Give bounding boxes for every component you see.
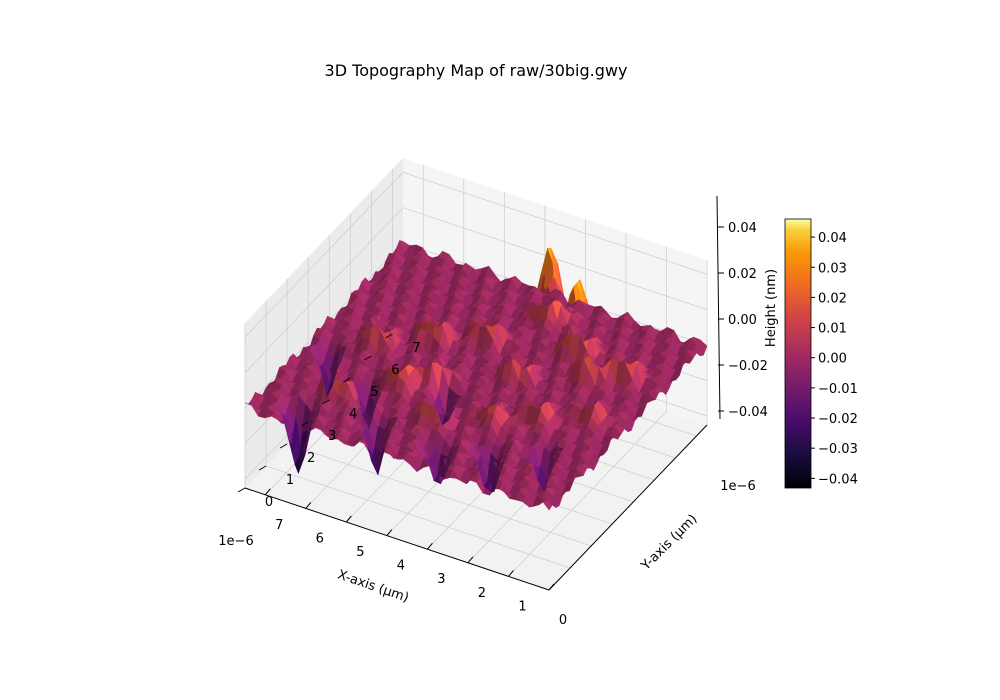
- y-tick-mark: [258, 465, 267, 471]
- z-tick-label: 0.04: [728, 221, 757, 236]
- y-tick-mark: [322, 399, 330, 405]
- y-axis-line: [548, 424, 708, 591]
- z-tick-label: 0.00: [728, 313, 757, 328]
- surface-patch: [696, 339, 708, 356]
- z-axis-line: [716, 195, 721, 420]
- colorbar-tick-label: −0.04: [818, 472, 858, 487]
- y-tick-label: 5: [370, 385, 378, 400]
- z-axis-label: Height (nm): [764, 269, 779, 347]
- y-tick-mark: [343, 377, 351, 383]
- x-tick-mark: [427, 542, 433, 550]
- colorbar-ticks: −0.04 −0.03 −0.02 −0.01 0.00 0.01 0.02 0.03 0.04: [811, 231, 858, 487]
- x-axis-line: [244, 487, 550, 591]
- colorbar-tick-label: 0.00: [818, 352, 847, 367]
- colorbar-tick-label: 0.03: [818, 261, 847, 276]
- y-offset-text: 1e−6: [720, 479, 755, 494]
- y-tick-label: 7: [412, 341, 420, 356]
- grid-line-z: [244, 171, 708, 338]
- x-tick-label: 6: [316, 531, 324, 546]
- x-tick-label: 7: [275, 518, 283, 533]
- y-tick-mark: [385, 333, 393, 339]
- z-tick-label: −0.02: [728, 359, 768, 374]
- x-tick-mark: [548, 583, 555, 591]
- x-tick-label: 0: [559, 613, 567, 628]
- y-tick-label: 6: [391, 363, 399, 378]
- grid-line-x: [508, 246, 667, 577]
- x-tick-mark: [264, 488, 271, 496]
- y-tick-label: 0: [265, 495, 273, 510]
- y-tick-label: 2: [307, 451, 315, 466]
- z-tick-label: −0.04: [728, 405, 768, 420]
- x-tick-label: 2: [478, 586, 486, 601]
- colorbar-tick-label: −0.01: [818, 382, 858, 397]
- colorbar-tick-label: 0.02: [818, 291, 847, 306]
- z-tick-label: 0.02: [728, 267, 757, 282]
- x-tick-label: 4: [397, 559, 405, 574]
- colorbar-tick-label: 0.01: [818, 322, 847, 337]
- colorbar: [784, 218, 812, 489]
- x-tick-mark: [386, 529, 393, 536]
- y-axis-label: Y-axis (μm): [638, 512, 700, 574]
- x-tick-label: 3: [437, 572, 445, 587]
- y-tick-mark: [279, 443, 288, 449]
- colorbar-tick-label: −0.03: [818, 442, 858, 457]
- y-tick-mark: [300, 421, 309, 427]
- y-tick-mark: [364, 355, 372, 361]
- colorbar-tick-label: 0.04: [818, 231, 847, 246]
- x-tick-mark: [305, 502, 312, 509]
- x-tick-mark: [467, 556, 474, 564]
- x-offset-text: 1e−6: [218, 534, 253, 549]
- grid-line-z: [244, 207, 708, 373]
- colorbar-tick-label: −0.02: [818, 412, 858, 427]
- chart-title: 3D Topography Map of raw/30big.gwy: [325, 61, 628, 80]
- y-tick-label: 1: [286, 473, 294, 488]
- x-tick-mark: [508, 570, 514, 577]
- x-tick-label: 1: [518, 599, 526, 614]
- y-tick-mark: [237, 487, 246, 493]
- surface-plot: [244, 239, 708, 511]
- x-tick-label: 5: [356, 545, 364, 560]
- x-tick-mark: [345, 515, 352, 523]
- y-tick-label: 4: [349, 407, 357, 422]
- y-tick-label: 3: [328, 429, 336, 444]
